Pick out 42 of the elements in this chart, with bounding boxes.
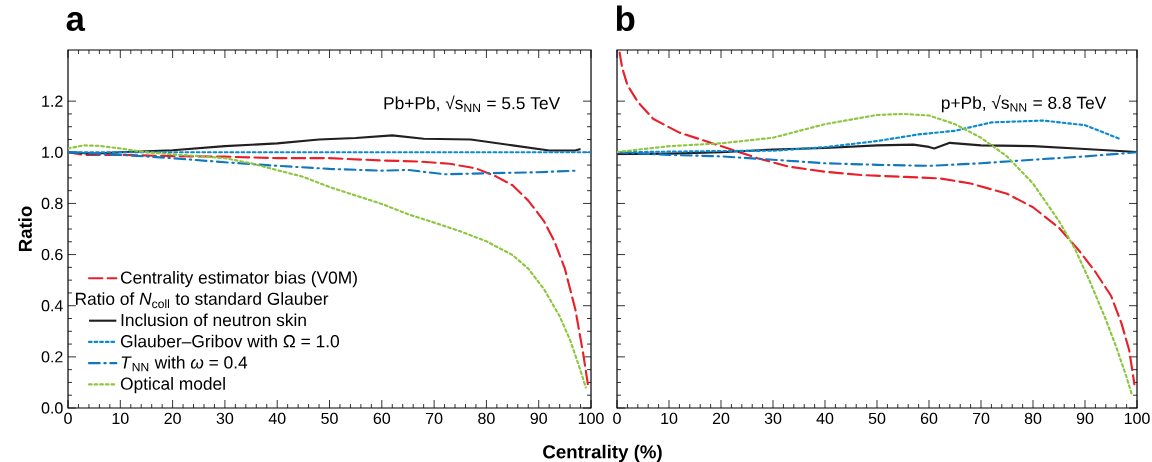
x-axis-title: Centrality (%) xyxy=(543,444,662,462)
y-tick-label: 0.8 xyxy=(41,197,63,210)
chart-title: a xyxy=(66,12,86,32)
x-tick-label: 0 xyxy=(64,412,72,425)
y-tick-label: 0.4 xyxy=(41,300,63,312)
legend-title: Ratio of N$_{coll}$ to standard Glauber xyxy=(75,292,329,309)
x-tick-label: 70 xyxy=(426,412,443,425)
x-tick-label: 40 xyxy=(268,412,286,425)
x-tick-label: 70 xyxy=(972,412,990,425)
x-tick-label: 60 xyxy=(920,412,938,425)
y-axis-title: Ratio xyxy=(18,206,32,252)
x-tick-label: 30 xyxy=(216,412,234,425)
chart-title: b xyxy=(616,5,635,32)
legend-label: Inclusion of neutron skin xyxy=(121,313,306,327)
x-tick-label: 50 xyxy=(321,412,338,425)
x-tick-label: 30 xyxy=(764,412,782,425)
legend-label: Centrality estimator bias (V0M) xyxy=(120,270,357,288)
x-tick-label: 90 xyxy=(530,412,547,425)
line-series xyxy=(68,151,577,176)
x-tick-label: 90 xyxy=(1076,412,1094,425)
x-tick-label: 40 xyxy=(816,412,834,425)
annotation: p+Pb, √s$_{NN}$ = 8.8 TeV xyxy=(941,95,1107,113)
x-tick-label: 20 xyxy=(712,412,730,425)
x-tick-label: 20 xyxy=(164,412,181,425)
y-tick-label: 1.2 xyxy=(42,95,63,107)
x-tick-label: 100 xyxy=(578,412,604,425)
x-tick-label: 80 xyxy=(478,412,495,425)
x-tick-label: 100 xyxy=(1124,412,1150,425)
y-tick-label: 0.6 xyxy=(41,248,63,261)
legend-label: Glauber–Gribov with Ω = 1.0 xyxy=(120,334,339,348)
legend-label: Optical model xyxy=(120,377,225,394)
x-tick-label: 80 xyxy=(1024,412,1042,425)
x-tick-label: 60 xyxy=(373,412,391,425)
y-tick-label: 0.0 xyxy=(41,402,63,414)
annotation: Pb+Pb, √s$_{NN}$ = 5.5 TeV xyxy=(384,95,561,112)
x-tick-label: 10 xyxy=(661,412,678,425)
x-tick-label: 0 xyxy=(613,412,621,425)
y-tick-label: 0.2 xyxy=(41,351,63,363)
y-tick-label: 1.0 xyxy=(42,146,63,158)
x-tick-label: 10 xyxy=(112,412,129,425)
x-tick-label: 50 xyxy=(868,412,886,425)
legend-label: T$_{NN}$ with ω = 0.4 xyxy=(121,355,248,372)
